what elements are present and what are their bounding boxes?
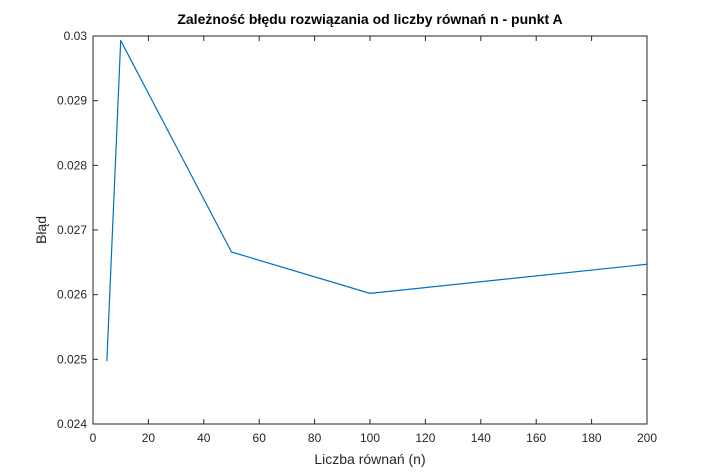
x-tick-label: 180 (582, 431, 602, 445)
x-tick-label: 0 (90, 431, 97, 445)
x-tick-label: 100 (360, 431, 380, 445)
x-axis-label: Liczba równań (n) (314, 451, 425, 467)
x-axis-ticks: 0 20 40 60 80 100 120 140 160 180 200 (90, 36, 657, 445)
x-tick-label: 80 (308, 431, 322, 445)
x-tick-label: 40 (197, 431, 211, 445)
y-tick-label: 0.029 (57, 94, 87, 108)
y-tick-label: 0.027 (57, 223, 87, 237)
y-axis-label: Błąd (33, 216, 49, 244)
y-axis-ticks: 0.024 0.025 0.026 0.027 0.028 0.029 0.03 (57, 29, 647, 431)
x-tick-label: 60 (253, 431, 267, 445)
y-tick-label: 0.026 (57, 288, 87, 302)
x-tick-label: 200 (637, 431, 657, 445)
chart-title: Zależność błędu rozwiązania od liczby ró… (177, 11, 562, 27)
y-tick-label: 0.024 (57, 417, 87, 431)
x-tick-label: 120 (415, 431, 435, 445)
x-tick-label: 140 (471, 431, 491, 445)
series-layer (106, 39, 648, 362)
x-tick-label: 20 (142, 431, 156, 445)
y-tick-label: 0.025 (57, 352, 87, 366)
y-tick-label: 0.028 (57, 158, 87, 172)
x-tick-label: 160 (526, 431, 546, 445)
plot-area (92, 35, 648, 425)
y-tick-label: 0.03 (64, 29, 88, 43)
series-line (106, 39, 648, 362)
